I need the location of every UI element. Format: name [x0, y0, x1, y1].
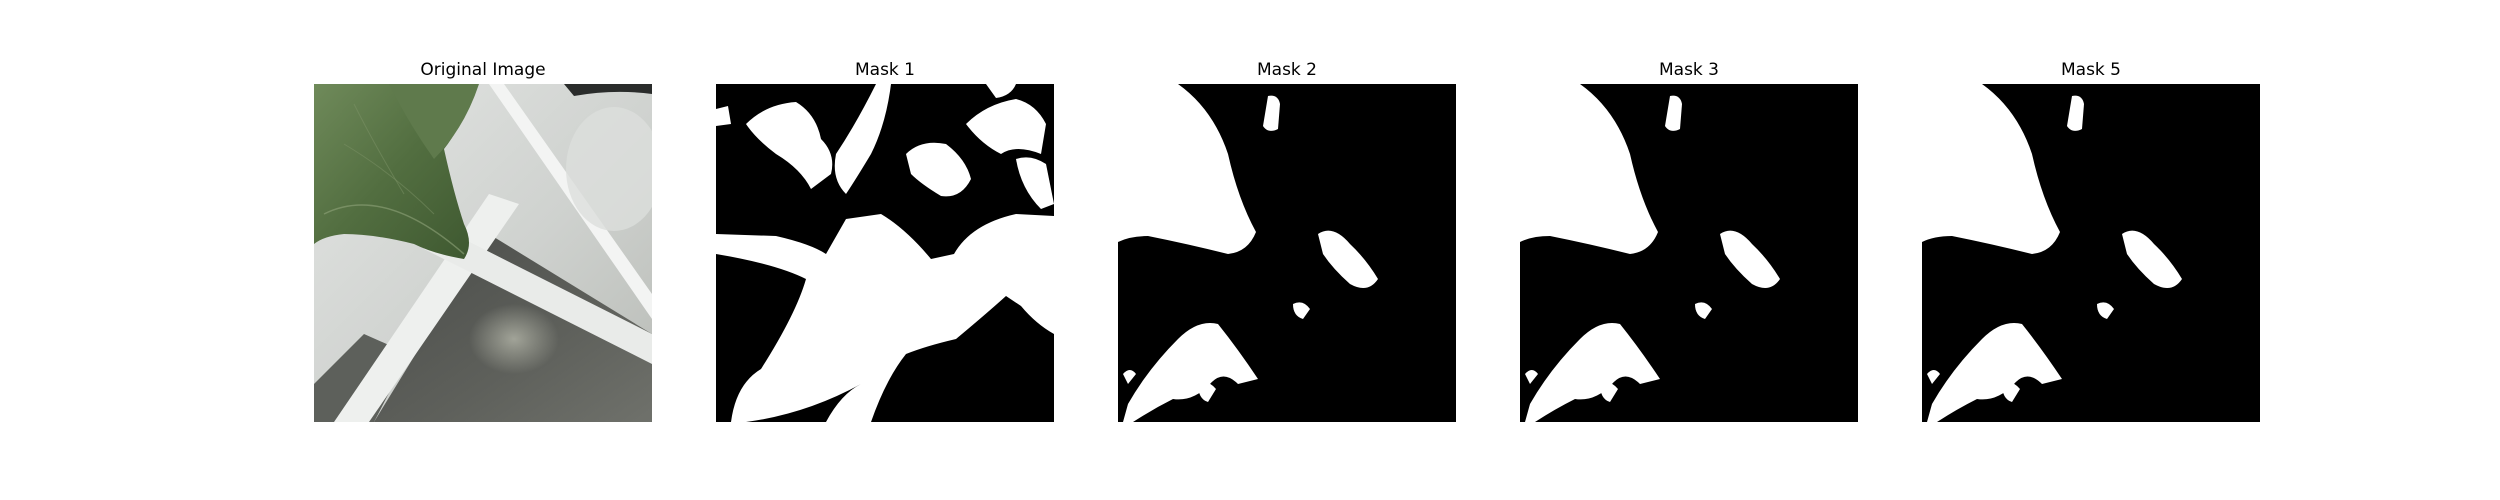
panel-title: Mask 5 [2060, 60, 2121, 80]
mask-1-panel: Mask 1 [716, 0, 1054, 500]
panel-title: Mask 2 [1256, 60, 1317, 80]
panel-title: Original Image [420, 60, 546, 80]
mask-3-image [1520, 84, 1858, 422]
mask-1-image [716, 84, 1054, 422]
mask-2-panel: Mask 2 [1118, 0, 1456, 500]
original-image-panel: Original Image [314, 0, 652, 500]
mask-3-panel: Mask 3 [1520, 0, 1858, 500]
panel-title: Mask 1 [854, 60, 915, 80]
panel-title: Mask 3 [1658, 60, 1719, 80]
mask-2-image [1118, 84, 1456, 422]
mask-5-panel: Mask 5 [1922, 0, 2260, 500]
mask-5-image [1922, 84, 2260, 422]
original-image [314, 84, 652, 422]
